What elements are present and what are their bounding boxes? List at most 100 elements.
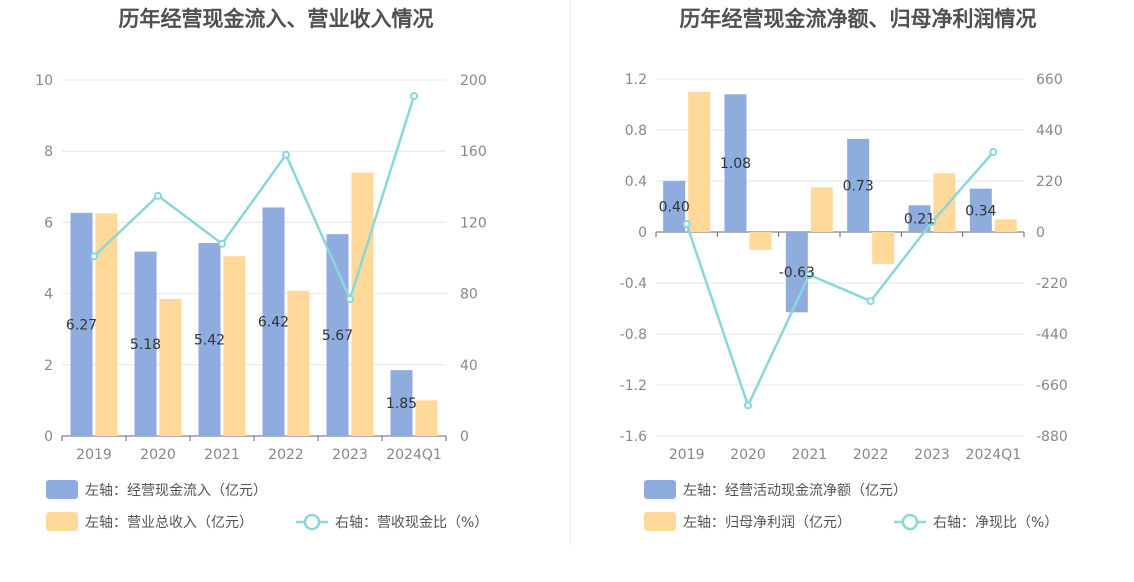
chart-2-category-label: 2024Q1: [966, 447, 1022, 463]
chart-1-category-label: 2022: [268, 447, 304, 463]
chart-1-bar-data-label: 5.18: [130, 337, 161, 353]
chart-2-left-tick-label: -0.8: [620, 327, 647, 343]
chart-2-ratio-line: [685, 151, 995, 409]
chart-2-legend-label: 左轴：经营活动现金流净额（亿元）: [683, 483, 907, 499]
chart-1-secondary-bar: [95, 213, 118, 436]
chart-1-right-tick-label: 120: [460, 215, 487, 231]
chart-2-right-tick-label: 660: [1036, 72, 1063, 88]
chart-1-ratio-point: [346, 294, 354, 303]
chart-1-category-label: 2024Q1: [386, 447, 442, 463]
chart-1-left-tick-label: 2: [44, 358, 53, 374]
chart-2-left-tick-label: 0: [638, 225, 647, 241]
chart-1-title: 历年经营现金流入、营业收入情况: [119, 7, 434, 31]
chart-2-ratio-point: [682, 220, 691, 229]
chart-1-secondary-bar: [159, 298, 182, 436]
chart-1-ratio-point: [154, 191, 162, 200]
chart-2-secondary-bar: [872, 232, 895, 264]
chart-1-left-tick-label: 8: [44, 144, 53, 160]
chart-1-legend-label: 右轴：营收现金比（%）: [335, 515, 488, 531]
chart-2-category-label: 2023: [914, 447, 950, 463]
chart-1-legend-label: 左轴：营业总收入（亿元）: [85, 515, 253, 531]
chart-2-bar-data-label: -0.63: [779, 265, 815, 281]
chart-1-primary-bar: [390, 370, 413, 436]
chart-2-primary-bar: [724, 94, 747, 232]
chart-2-legend-label: 左轴：归母净利润（亿元）: [683, 514, 851, 531]
chart-1-ratio-line: [93, 95, 416, 303]
chart-1-legend-line-marker: [303, 513, 321, 531]
chart-2-category-label: 2021: [792, 447, 828, 463]
chart-1-bar-data-label: 5.67: [322, 328, 353, 344]
chart-1-bar-data-label: 6.27: [66, 317, 97, 333]
chart-2-title: 历年经营现金流净额、归母净利润情况: [680, 7, 1037, 31]
chart-2-ratio-point: [866, 297, 875, 306]
chart-2-right-tick-label: -220: [1036, 276, 1068, 292]
chart-1-left-tick-label: 6: [44, 215, 53, 231]
chart-1-bar-data-label: 1.85: [386, 396, 417, 412]
chart-1-left-tick-label: 4: [44, 287, 53, 303]
chart-2-secondary-bar: [688, 91, 711, 232]
chart-2-ratio-point: [744, 401, 752, 410]
chart-1-legend-label: 左轴：经营现金流入（亿元）: [85, 483, 267, 499]
chart-1-ratio-point: [90, 252, 98, 261]
chart-1-category-label: 2021: [204, 447, 240, 463]
chart-1-category-label: 2020: [140, 447, 176, 463]
chart-1-right-tick-label: 160: [460, 144, 487, 160]
chart-2-right-tick-label: -880: [1036, 429, 1068, 445]
chart-2-ratio-point: [805, 270, 814, 279]
chart-2-legend-swatch: [644, 512, 676, 531]
chart-2-left-tick-label: -0.4: [620, 276, 647, 292]
chart-1-secondary-bar: [223, 256, 246, 436]
chart-1-category-label: 2019: [76, 447, 112, 463]
chart-1-ratio-point: [410, 92, 418, 101]
chart-2-primary-bar: [908, 205, 931, 232]
chart-2-primary-bar: [663, 181, 686, 232]
chart-2-ratio-point: [928, 218, 936, 227]
chart-1-primary-bar: [198, 243, 221, 436]
chart-2-legend-label: 右轴：净现比（%）: [933, 515, 1058, 531]
chart-1-primary-bar: [70, 212, 93, 436]
chart-1-primary-bar: [262, 207, 285, 436]
chart-2-category-label: 2022: [853, 447, 889, 463]
chart-2-ratio-point: [989, 148, 998, 157]
chart-2-bar-data-label: 0.73: [843, 178, 874, 194]
chart-2-right-tick-label: 440: [1036, 123, 1063, 139]
chart-1-legend-swatch: [46, 512, 78, 531]
chart-2-left-tick-label: 0.4: [625, 174, 647, 190]
chart-1-left-tick-label: 0: [44, 429, 53, 445]
chart-2-secondary-bar: [810, 187, 833, 232]
chart-2-left-tick-label: 1.2: [625, 72, 647, 88]
chart-1-legend-swatch: [46, 480, 78, 499]
chart-2-left-tick-label: -1.2: [620, 378, 647, 394]
chart-1-right-tick-label: 80: [460, 287, 478, 303]
chart-2-right-tick-label: -440: [1036, 327, 1068, 343]
chart-1-ratio-point: [282, 150, 290, 159]
chart-1-left-tick-label: 10: [35, 73, 53, 89]
chart-1-bar-data-label: 6.42: [258, 315, 289, 331]
chart-1-right-tick-label: 0: [460, 429, 469, 445]
chart-2-right-tick-label: 220: [1036, 174, 1063, 190]
chart-1-bar-data-label: 5.42: [194, 333, 225, 349]
chart-2-bar-data-label: 0.40: [659, 200, 690, 216]
chart-1-secondary-bar: [287, 290, 310, 436]
chart-2-category-label: 2019: [669, 447, 705, 463]
chart-2-left-tick-label: 0.8: [625, 123, 647, 139]
chart-1-right-tick-label: 40: [460, 358, 478, 374]
chart-2-right-tick-label: 0: [1036, 225, 1045, 241]
chart-2-secondary-bar: [749, 232, 772, 250]
chart-1-ratio-point: [218, 239, 226, 248]
chart-2-category-label: 2020: [730, 447, 766, 463]
chart-2-secondary-bar: [994, 219, 1017, 232]
chart-2-legend-swatch: [644, 480, 676, 499]
chart-1-category-label: 2023: [332, 447, 368, 463]
chart-1-right-tick-label: 200: [460, 73, 487, 89]
chart-2-secondary-bar: [933, 173, 956, 232]
chart-2-left-tick-label: -1.6: [620, 429, 647, 445]
chart-2-bar-data-label: 0.21: [904, 212, 935, 228]
chart-2-legend-line-marker: [901, 513, 919, 531]
chart-2-bar-data-label: 0.34: [965, 203, 996, 219]
chart-1-secondary-bar: [351, 172, 374, 436]
chart-1-primary-bar: [134, 251, 157, 436]
chart-2-primary-bar: [847, 138, 870, 232]
